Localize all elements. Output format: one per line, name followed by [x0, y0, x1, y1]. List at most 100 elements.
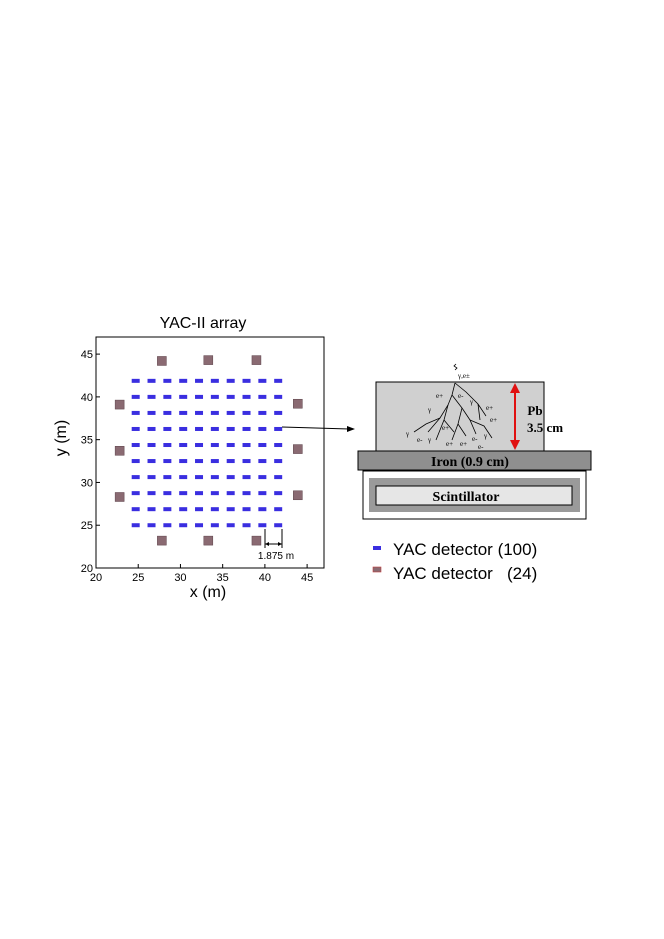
shower-particle-label: e-	[472, 435, 478, 443]
shower-particle-label: e+	[446, 440, 453, 448]
yac-detector-100-point	[195, 491, 204, 496]
shower-particle-label: γ	[405, 430, 409, 438]
yac-detector-100-point	[210, 459, 219, 464]
yac-detector-100-point	[195, 475, 204, 480]
legend-label-yac24: YAC detector (24)	[393, 564, 537, 583]
yac-detector-100-point	[179, 475, 188, 480]
yac-detector-100-point	[274, 507, 283, 512]
yac-detector-100-point	[147, 426, 156, 431]
spacing-label: 1.875 m	[258, 551, 294, 562]
yac-detector-100-point	[226, 507, 235, 512]
yac-detector-100-point	[226, 410, 235, 415]
yac-detector-100-point	[226, 459, 235, 464]
yac-detector-100-point	[258, 523, 267, 528]
legend-label-yac100: YAC detector (100)	[393, 540, 537, 559]
yac-detector-24-point	[114, 399, 125, 410]
legend-swatch-yac24	[372, 566, 382, 573]
yac-detector-100-point	[131, 507, 140, 512]
shower-particle-label: e+	[460, 440, 467, 448]
yac-detector-100-point	[163, 475, 172, 480]
shower-particle-label: e+	[486, 404, 493, 412]
yac-detector-100-point	[179, 459, 188, 464]
yac-detector-100-point	[147, 475, 156, 480]
x-tick-label: 30	[174, 572, 186, 584]
yac-detector-100-point	[131, 523, 140, 528]
yac-detector-100-point	[163, 426, 172, 431]
shower-particle-labels: e+ e-γγe+γe-γ e+ e+e-γe+e-e+	[405, 392, 497, 451]
x-tick-label: 20	[90, 572, 102, 584]
pb-thickness-label: 3.5 cm	[527, 420, 563, 435]
yac-detector-100-point	[274, 491, 283, 496]
yac-detector-100-point	[147, 507, 156, 512]
yac-detector-100-point	[274, 475, 283, 480]
yac-detector-100-point	[226, 443, 235, 448]
yac-detector-100-point	[242, 443, 251, 448]
shower-particle-label: γ	[483, 432, 487, 440]
pb-label: Pb	[527, 403, 542, 418]
yac-detector-100-point	[147, 491, 156, 496]
yac-detector-100-point	[179, 426, 188, 431]
yac-detector-100-point	[242, 426, 251, 431]
y-tick-label: 45	[81, 349, 93, 361]
yac-detector-100-point	[210, 475, 219, 480]
y-tick-label: 20	[81, 563, 93, 575]
yac-detector-100-point	[179, 410, 188, 415]
yac-detector-100-point	[242, 507, 251, 512]
yac-detector-100-point	[274, 459, 283, 464]
yac-detector-100-point	[131, 443, 140, 448]
yac-detector-100-point	[226, 378, 235, 383]
yac-detector-100-point	[210, 443, 219, 448]
yac-detector-100-point	[210, 394, 219, 399]
yac-detector-100-point	[242, 523, 251, 528]
iron-label: Iron (0.9 cm)	[431, 455, 509, 470]
plot-frame	[95, 336, 325, 569]
yac-detector-24-point	[251, 535, 262, 546]
yac-detector-100-point	[179, 394, 188, 399]
shower-particle-label: e-	[417, 436, 423, 444]
yac-detector-24-point	[203, 355, 214, 365]
yac-detector-100-point	[163, 459, 172, 464]
yac-detector-24-point	[157, 535, 167, 546]
yac-detector-100-point	[274, 378, 283, 383]
y-axis-title: y (m)	[53, 420, 70, 456]
yac-detector-100-point	[195, 394, 204, 399]
yac-detector-100-point	[226, 394, 235, 399]
y-tick-label: 35	[81, 435, 93, 447]
yac-detector-100-point	[195, 426, 204, 431]
yac-detector-100-point	[226, 523, 235, 528]
yac-detector-100-point	[242, 475, 251, 480]
yac-detector-100-point	[179, 443, 188, 448]
legend-swatch-yac100	[373, 546, 381, 550]
yac-detector-100-point	[258, 459, 267, 464]
yac-detector-100-point	[163, 410, 172, 415]
yac-detector-24-point	[293, 398, 303, 409]
yac-detector-100-point	[242, 394, 251, 399]
detector-marks	[114, 355, 303, 546]
yac-detector-24-point	[157, 356, 167, 366]
yac-detector-100-point	[131, 475, 140, 480]
yac-detector-100-point	[258, 507, 267, 512]
yac-detector-100-point	[242, 459, 251, 464]
shower-lines	[413, 363, 493, 441]
yac-detector-100-point	[242, 410, 251, 415]
yac-detector-100-point	[163, 443, 172, 448]
yac-detector-100-point	[258, 410, 267, 415]
incident-particle-label: γ,e±	[457, 372, 470, 380]
yac-detector-100-point	[274, 523, 283, 528]
yac-detector-100-point	[195, 378, 204, 383]
yac-detector-100-point	[226, 491, 235, 496]
yac-detector-100-point	[195, 507, 204, 512]
yac-detector-100-point	[131, 459, 140, 464]
yac-detector-100-point	[274, 443, 283, 448]
x-tick-label: 45	[301, 572, 313, 584]
yac-detector-100-point	[258, 491, 267, 496]
yac-detector-100-point	[274, 394, 283, 399]
yac-detector-24-point	[251, 355, 262, 365]
yac-detector-24-point	[293, 490, 303, 501]
x-tick-label: 35	[217, 572, 229, 584]
y-tick-label: 30	[81, 477, 93, 489]
yac-detector-100-point	[210, 378, 219, 383]
yac-detector-100-point	[179, 523, 188, 528]
yac-detector-100-point	[210, 426, 219, 431]
